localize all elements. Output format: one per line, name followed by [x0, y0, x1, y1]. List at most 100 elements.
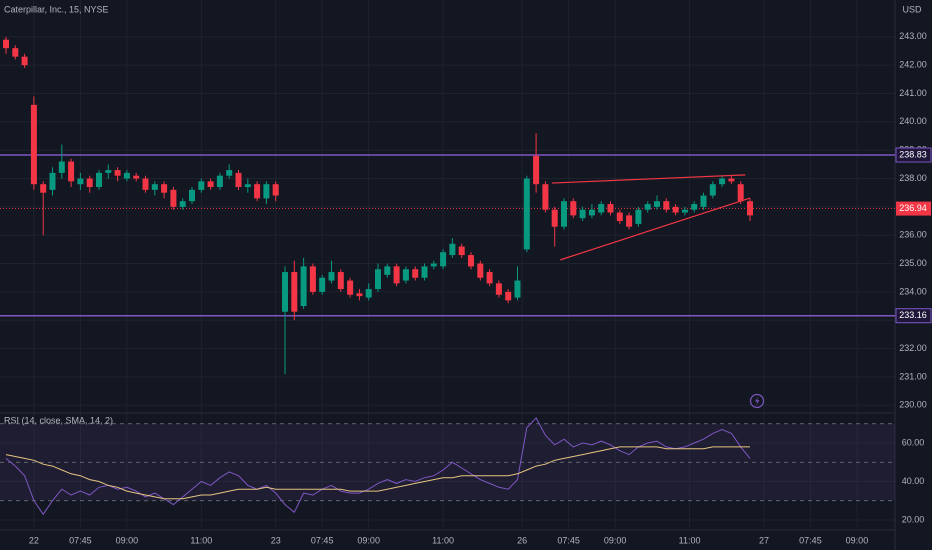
candle-body — [21, 56, 28, 66]
candle-body — [161, 184, 168, 193]
candle-body — [458, 246, 465, 256]
candle-body — [12, 48, 19, 57]
candle-body — [77, 178, 84, 185]
candle-body — [3, 39, 9, 49]
candle-body — [282, 272, 288, 312]
candle-body — [626, 215, 633, 227]
candle-body — [189, 189, 195, 202]
candle-body — [58, 161, 65, 173]
chart-title: Caterpillar, Inc., 15, NYSE — [4, 4, 109, 14]
candle-body — [747, 201, 753, 216]
x-tick-label: 09:00 — [116, 535, 139, 545]
candle-body — [523, 178, 530, 250]
x-tick-label: 09:00 — [846, 535, 869, 545]
y-tick-label: 243.00 — [899, 31, 927, 41]
x-tick-label: 11:00 — [679, 535, 701, 545]
candle-body — [235, 172, 242, 188]
y-tick-label: 60.00 — [902, 437, 925, 447]
x-tick-label: 07:45 — [557, 535, 580, 545]
candle-body — [30, 104, 37, 185]
candle-body — [244, 184, 251, 188]
x-tick-label: 07:45 — [799, 535, 822, 545]
candle-body — [505, 291, 512, 301]
candle-body — [598, 204, 605, 213]
candle-body — [514, 280, 521, 298]
candle-body — [114, 170, 121, 176]
candle-body — [588, 209, 595, 216]
trendline — [551, 174, 746, 184]
candle-body — [412, 269, 419, 278]
candle-body — [570, 201, 577, 216]
candle-body — [663, 201, 670, 210]
y-tick-label: 230.00 — [899, 400, 927, 410]
y-tick-label: 40.00 — [902, 476, 925, 486]
candle-body — [123, 172, 130, 179]
candle-body — [291, 272, 298, 312]
candle-body — [96, 172, 102, 188]
candle-body — [533, 155, 540, 185]
candle-body — [263, 184, 270, 199]
candle-body — [105, 170, 112, 173]
candle-body — [495, 283, 502, 295]
candle-body — [551, 209, 558, 227]
y-tick-label: 242.00 — [899, 60, 927, 70]
last-price-label: 236.94 — [899, 203, 927, 213]
candle-body — [449, 243, 456, 256]
candle-body — [468, 255, 474, 267]
candle-body — [49, 172, 56, 190]
x-tick-label: 22 — [29, 535, 39, 545]
x-tick-label: 09:00 — [604, 535, 627, 545]
candle-body — [328, 272, 335, 281]
candle-body — [309, 266, 316, 292]
rsi-title: RSI (14, close, SMA, 14, 2) — [4, 415, 113, 425]
grid — [0, 0, 895, 530]
candle-body — [709, 184, 716, 196]
level-label-box — [895, 308, 932, 324]
candle-body — [728, 178, 735, 182]
candle-body — [356, 293, 363, 297]
candle-body — [226, 170, 233, 176]
candle-body — [672, 206, 679, 213]
trendline — [560, 197, 751, 261]
candle-body — [477, 263, 484, 278]
alert-icon[interactable] — [749, 393, 765, 409]
candle-body — [691, 204, 698, 210]
candle-body — [393, 266, 400, 284]
candle-body — [430, 263, 437, 267]
candle-body — [300, 266, 307, 307]
candle-body — [402, 269, 409, 281]
x-tick-label: 27 — [759, 535, 769, 545]
candle-body — [654, 201, 660, 207]
candle-body — [207, 181, 214, 188]
candle-body — [40, 184, 47, 193]
candle-body — [607, 204, 614, 213]
candle-body — [216, 175, 223, 188]
last-price-box — [896, 201, 931, 216]
x-tick-label: 09:00 — [357, 535, 380, 545]
candle-body — [272, 184, 279, 196]
x-tick-label: 07:45 — [311, 535, 334, 545]
y-tick-label: 236.00 — [899, 230, 927, 240]
candle-body — [681, 209, 688, 213]
level-label: 233.16 — [899, 310, 927, 320]
level-label-box — [895, 147, 932, 163]
candle-body — [347, 280, 354, 295]
candle-body — [421, 266, 428, 278]
candle-body — [561, 201, 567, 227]
candle-body — [542, 184, 549, 210]
y-tick-label: 20.00 — [902, 514, 925, 524]
y-tick-label: 235.00 — [899, 258, 927, 268]
rsi-line — [5, 446, 750, 500]
candle-body — [440, 252, 447, 267]
x-tick-label: 11:00 — [432, 535, 454, 545]
candle-body — [319, 277, 326, 292]
candle-body — [170, 189, 177, 207]
candle-body — [142, 178, 149, 190]
candle-body — [337, 272, 344, 290]
candle-body — [616, 212, 623, 222]
x-tick-label: 23 — [271, 535, 281, 545]
rsi-line — [5, 417, 751, 516]
